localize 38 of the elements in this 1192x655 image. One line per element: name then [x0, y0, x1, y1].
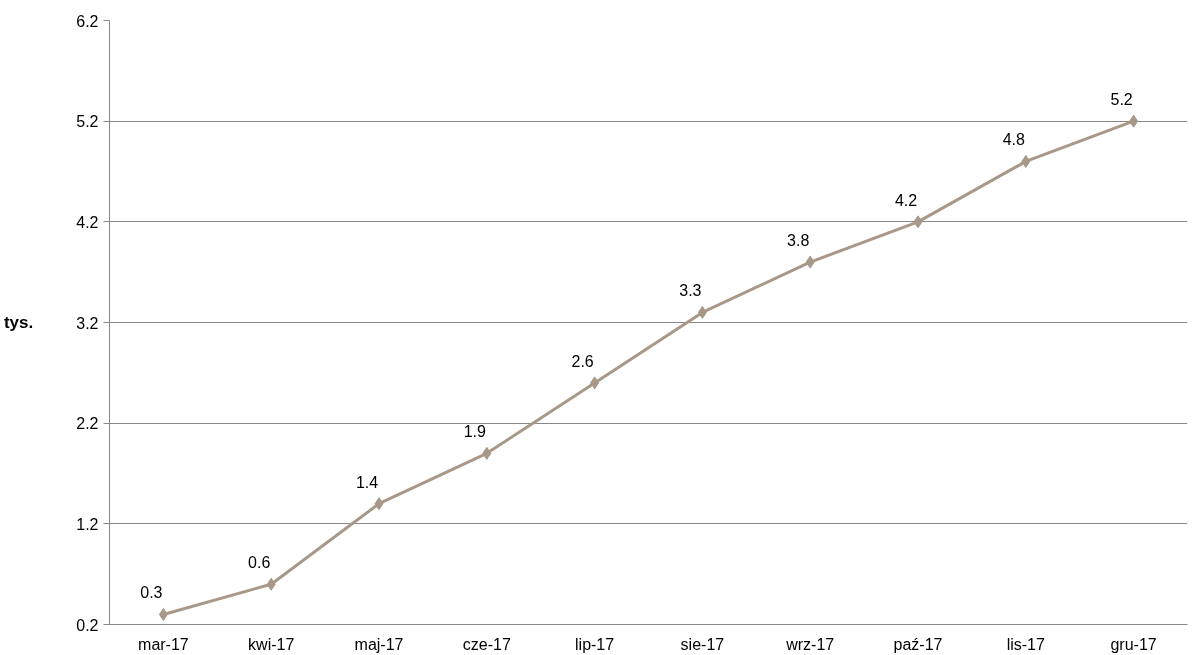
x-tick-label: maj-17 [354, 635, 404, 653]
data-label: 5.2 [1110, 91, 1133, 109]
x-tick-label: mar-17 [138, 635, 189, 653]
y-tick-label: 5.2 [76, 113, 99, 131]
data-label: 0.6 [248, 554, 271, 572]
y-axis-title: tys. [3, 313, 34, 332]
point [805, 255, 815, 269]
point [482, 446, 492, 460]
point [374, 497, 384, 511]
data-label: 2.6 [571, 352, 594, 370]
x-tick-label: kwi-17 [248, 635, 295, 653]
y-tick-label: 1.2 [76, 515, 99, 533]
x-tick-label: lis-17 [1006, 635, 1046, 653]
y-tick-label: 0.2 [76, 616, 99, 634]
x-tick-label: gru-17 [1110, 635, 1157, 653]
y-tick-label: 4.2 [76, 213, 99, 231]
point [158, 607, 168, 621]
point [266, 577, 276, 591]
x-tick-label: sie-17 [680, 635, 725, 653]
data-label: 3.3 [679, 282, 702, 300]
data-label: 0.3 [140, 584, 163, 602]
y-tick-label: 6.2 [76, 12, 99, 30]
data-label: 1.9 [463, 423, 487, 441]
y-tick-label: 3.2 [76, 314, 99, 332]
data-label: 4.8 [1002, 131, 1026, 149]
y-tick-label: 2.2 [76, 415, 99, 433]
point [1021, 154, 1031, 168]
data-label: 4.2 [894, 191, 918, 209]
point [697, 305, 707, 319]
point [590, 376, 600, 390]
x-tick-label: cze-17 [462, 635, 511, 653]
x-tick-label: wrz-17 [785, 635, 835, 653]
x-tick-label: lip-17 [575, 635, 615, 653]
point [1129, 114, 1139, 128]
data-label: 1.4 [355, 473, 379, 491]
x-tick-label: paź-17 [893, 635, 943, 653]
point [913, 215, 923, 229]
data-label: 3.8 [787, 232, 810, 250]
